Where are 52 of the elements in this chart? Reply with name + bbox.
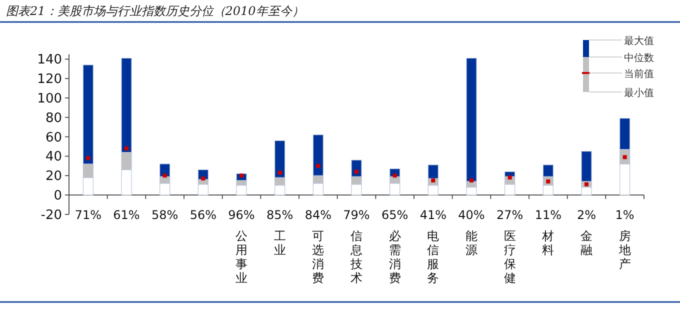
point bbox=[392, 174, 397, 178]
x-tick-label: 电信服务 bbox=[427, 229, 440, 285]
annotation: 27% bbox=[496, 208, 524, 222]
bar bbox=[198, 184, 208, 196]
point bbox=[470, 178, 474, 182]
x-tick-label: 可选消费 bbox=[312, 229, 324, 285]
point bbox=[508, 176, 512, 180]
annotation: 65% bbox=[381, 208, 408, 222]
point bbox=[162, 174, 167, 178]
y-tick-label: 20 bbox=[45, 169, 62, 184]
annotation: 96% bbox=[228, 208, 255, 222]
x-tick-label: 金融 bbox=[580, 229, 592, 257]
x-tick-label: 能源 bbox=[466, 229, 478, 257]
y-tick-label: 0 bbox=[54, 188, 62, 204]
x-tick-label: 公用事业 bbox=[236, 229, 248, 285]
point bbox=[316, 164, 320, 168]
point bbox=[354, 170, 358, 174]
x-tick-label: 信息技术 bbox=[350, 229, 362, 285]
annotation: 40% bbox=[458, 208, 485, 222]
annotation: 1% bbox=[615, 208, 634, 222]
annotation: 56% bbox=[190, 208, 217, 222]
annotation: 11% bbox=[534, 208, 562, 222]
point bbox=[201, 176, 206, 180]
y-tick-label: 60 bbox=[45, 130, 62, 146]
annotation: 61% bbox=[113, 208, 140, 222]
bar bbox=[236, 184, 247, 196]
y-tick-label: 140 bbox=[37, 52, 62, 68]
annotation: 最小值 bbox=[624, 87, 654, 99]
x-tick-label: 房地产 bbox=[618, 229, 631, 271]
text: 最大值 bbox=[624, 36, 654, 47]
x-tick-label: 医疗保健 bbox=[504, 229, 516, 285]
y-tick-label: 100 bbox=[37, 91, 62, 106]
x-tick-label: 材料 bbox=[541, 229, 554, 257]
point bbox=[86, 156, 90, 160]
point bbox=[124, 146, 128, 150]
y-tick-label: -20 bbox=[40, 208, 62, 223]
x-tick-label: 工业 bbox=[274, 229, 286, 257]
annotation: 85% bbox=[266, 208, 294, 222]
annotation: 2% bbox=[576, 208, 596, 222]
annotation: 71% bbox=[74, 208, 102, 222]
x-tick-label: 必需消费 bbox=[388, 229, 401, 285]
annotation: 41% bbox=[420, 208, 447, 222]
annotation: 中位数 bbox=[624, 52, 654, 64]
chart-title: 图表21：美股市场与行业指数历史分位（2010年至今） bbox=[6, 4, 304, 18]
annotation: 当前值 bbox=[624, 68, 654, 80]
point bbox=[278, 170, 282, 175]
annotation: 58% bbox=[151, 208, 178, 222]
y-tick-label: 120 bbox=[37, 72, 62, 88]
y-tick-label: 40 bbox=[45, 150, 62, 165]
y-tick-label: 80 bbox=[45, 110, 62, 126]
annotation: 79% bbox=[343, 208, 370, 222]
annotation: 84% bbox=[304, 208, 332, 222]
